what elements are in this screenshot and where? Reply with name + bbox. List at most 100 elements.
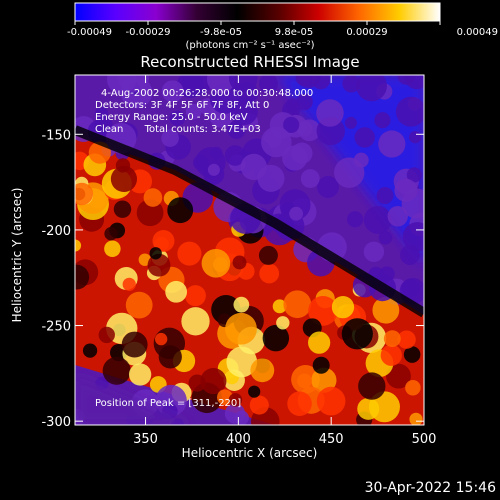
heatmap-blob (258, 245, 278, 265)
heatmap-blob (106, 75, 137, 95)
colorbar-units: (photons cm⁻² s⁻¹ asec⁻²) (185, 40, 315, 51)
x-tick-label: 350 (133, 432, 158, 447)
heatmap-blob (104, 227, 118, 241)
heatmap-blob (165, 280, 188, 303)
heatmap-blob (113, 200, 132, 218)
heatmap-blob (95, 106, 109, 120)
heatmap-blob (122, 277, 136, 292)
heatmap-blob (386, 363, 411, 389)
heatmap-blob (344, 116, 357, 129)
heatmap-blob (408, 131, 422, 144)
heatmap-blob (75, 182, 94, 206)
heatmap-blob (403, 346, 421, 363)
heatmap-blob (201, 248, 231, 278)
heatmap-blob (82, 343, 98, 358)
heatmap-blob (206, 75, 236, 94)
heatmap-blob (155, 332, 168, 346)
heatmap-blob (347, 211, 364, 228)
info-block: 4-Aug-2002 00:26:28.000 to 00:30:48.000 … (95, 88, 313, 136)
colorbar-tick-label: 9.8e-05 (275, 27, 313, 38)
y-tick-label: -300 (41, 415, 71, 430)
colorbar-tick-label: -0.00049 (67, 27, 112, 38)
detectors-text: Detectors: 3F 4F 5F 6F 7F 8F, Att 0 (95, 100, 270, 111)
heatmap-blob (104, 240, 121, 257)
plot-frame (74, 74, 425, 426)
heatmap-blob (358, 372, 386, 400)
heatmap-blob (233, 296, 250, 313)
heatmap-blob (331, 296, 355, 319)
heatmap-blob (161, 80, 184, 103)
heatmap-blob (308, 331, 331, 354)
heatmap-blob (363, 241, 385, 262)
heatmap-blob (181, 75, 212, 97)
heatmap-blob (354, 127, 375, 148)
heatmap-blob (185, 103, 202, 120)
heatmap-blob (297, 75, 317, 86)
heatmap-blob (378, 130, 406, 158)
heatmap-blob (363, 206, 392, 234)
heatmap-blob (181, 307, 210, 336)
heatmap-blob (300, 169, 320, 188)
colorbar-ticks: -0.00049 -0.00029 -9.8e-05 9.8e-05 0.00029 0.… (67, 21, 498, 38)
heatmap-blob (229, 75, 258, 93)
x-tick-label: 450 (319, 432, 344, 447)
heatmap-blob (193, 155, 209, 171)
heatmap-blob (261, 126, 292, 158)
heatmap-blob (249, 395, 269, 415)
heatmap-blob (397, 330, 416, 349)
heatmap-blob (224, 145, 246, 166)
chart-title: Reconstructed RHESSI Image (140, 53, 360, 71)
heatmap-blob (276, 316, 290, 330)
heatmap-blob (75, 264, 90, 290)
heatmap-blob (341, 318, 373, 350)
timestamp: 30-Apr-2022 15:46 (364, 480, 496, 496)
heatmap-blob (121, 331, 148, 358)
heatmap-blob (287, 391, 312, 416)
colorbar-gradient (74, 2, 441, 22)
x-axis-label: Heliocentric X (arcsec) (181, 446, 318, 460)
heatmap-blob (357, 397, 380, 420)
x-tick-label: 500 (412, 432, 437, 447)
heatmap-blob (394, 178, 418, 202)
heatmap-blob (342, 75, 361, 93)
y-axis-label: Heliocentric Y (arcsec) (10, 187, 24, 323)
heatmap-blob (125, 291, 153, 319)
heatmap-blob (207, 163, 220, 176)
heatmap-blob (258, 75, 279, 94)
heatmap-blob (136, 199, 164, 227)
heatmap-blob (158, 345, 182, 369)
heatmap-blob (188, 374, 206, 392)
heatmap-blob (102, 356, 131, 385)
heatmap-blob (161, 129, 179, 147)
heatmap-blob (128, 363, 152, 386)
heatmap-blob (230, 97, 258, 126)
heatmap-blob (308, 296, 338, 326)
energy-range-text: Energy Range: 25.0 - 50.0 keV (95, 112, 248, 123)
heatmap-blob (383, 330, 401, 348)
heatmap-blob (248, 385, 261, 398)
heatmap-blob (75, 239, 82, 252)
heatmap-blob (262, 324, 290, 352)
heatmap-blob (409, 412, 423, 425)
heatmap-blob (372, 296, 400, 324)
heatmap-blob (228, 393, 243, 407)
heatmap-blob (232, 255, 247, 270)
heatmap-blob (283, 116, 300, 134)
total-counts-text: Total counts: 3.47E+03 (144, 124, 261, 135)
heatmap-blob (234, 410, 249, 425)
heatmap-blob (240, 153, 267, 181)
heatmap-blob (374, 112, 391, 129)
heatmap-blob (149, 247, 162, 260)
heatmap-blob (283, 290, 312, 319)
heatmap-blob (404, 75, 424, 90)
heatmap-blob (297, 373, 312, 389)
colorbar-tick-label: 0.00049 (457, 27, 498, 38)
heatmap-blob (376, 187, 394, 205)
heatmap-blob (147, 253, 171, 277)
heatmap-blob (406, 167, 422, 183)
heatmap-blob (226, 346, 258, 378)
x-tick-label: 400 (226, 432, 251, 447)
heatmap-blob (200, 367, 227, 395)
heatmap-blob (380, 344, 402, 366)
